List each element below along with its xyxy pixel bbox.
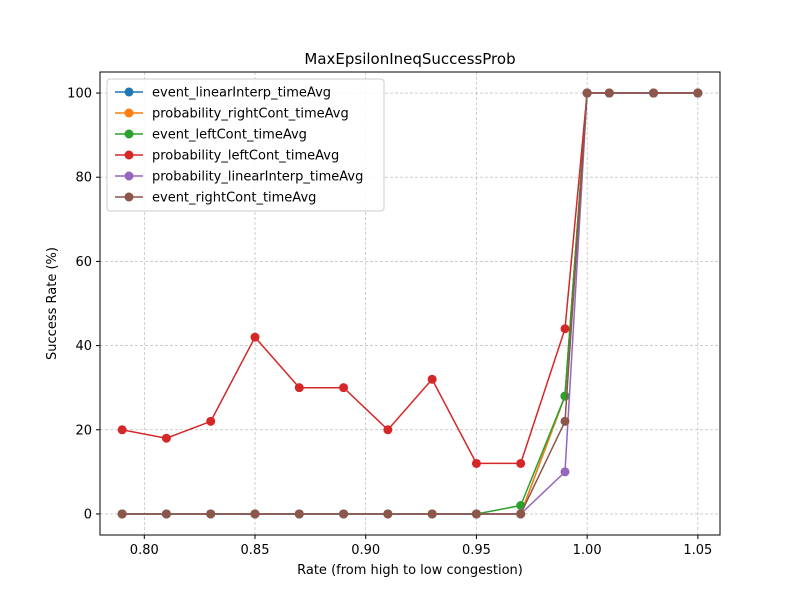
data-point xyxy=(427,374,437,384)
data-point xyxy=(582,88,592,98)
legend-label: probability_linearInterp_timeAvg xyxy=(152,170,363,185)
legend-label: event_leftCont_timeAvg xyxy=(152,128,307,143)
data-point xyxy=(250,509,260,519)
x-tick-label: 1.05 xyxy=(683,543,712,558)
legend-marker xyxy=(124,108,134,118)
data-point xyxy=(294,509,304,519)
data-point xyxy=(161,509,171,519)
x-tick-label: 0.80 xyxy=(130,543,159,558)
legend-marker xyxy=(124,87,134,97)
legend-marker xyxy=(124,171,134,181)
data-point xyxy=(117,425,127,435)
ticks: 0.80 0.85 0.90 0.95 1.00 1.05 0 20 40 60 80 100 xyxy=(67,87,712,558)
y-tick-label: 60 xyxy=(75,255,92,270)
legend-item: probability_linearInterp_timeAvg xyxy=(115,170,363,185)
data-point xyxy=(383,425,393,435)
plot-frame xyxy=(99,71,721,536)
data-point xyxy=(516,458,526,468)
legend-label: probability_leftCont_timeAvg xyxy=(152,149,339,164)
legend-marker xyxy=(124,129,134,139)
y-tick-label: 0 xyxy=(84,507,92,522)
data-point xyxy=(206,416,216,426)
data-point xyxy=(560,467,570,477)
x-tick-label: 0.85 xyxy=(241,543,270,558)
legend-item: event_leftCont_timeAvg xyxy=(115,128,307,143)
legend-label: event_linearInterp_timeAvg xyxy=(152,86,331,101)
data-point xyxy=(427,509,437,519)
data-point xyxy=(161,433,171,443)
x-tick-label: 0.95 xyxy=(462,543,491,558)
legend-box xyxy=(106,78,385,212)
legend-marker xyxy=(124,150,134,160)
data-point xyxy=(604,88,614,98)
legend-marker xyxy=(124,192,134,202)
data-point xyxy=(206,509,216,519)
data-point xyxy=(471,509,481,519)
data-point xyxy=(383,509,393,519)
data-point xyxy=(560,391,570,401)
x-axis-label: Rate (from high to low congestion) xyxy=(297,563,523,578)
y-axis-label: Success Rate (%) xyxy=(45,247,60,360)
data-point xyxy=(516,509,526,519)
legend-item: probability_leftCont_timeAvg xyxy=(115,149,339,164)
series-layer xyxy=(117,88,703,519)
legend-label: probability_rightCont_timeAvg xyxy=(152,107,349,122)
data-point xyxy=(649,88,659,98)
series-event_rightCont_timeAvg xyxy=(117,88,703,519)
chart-title: MaxEpsilonIneqSuccessProb xyxy=(304,50,515,68)
data-point xyxy=(250,332,260,342)
y-tick-label: 80 xyxy=(75,171,92,186)
legend-item: probability_rightCont_timeAvg xyxy=(115,107,349,122)
data-point xyxy=(294,383,304,393)
data-point xyxy=(339,509,349,519)
data-point xyxy=(117,509,127,519)
data-point xyxy=(339,383,349,393)
y-tick-label: 20 xyxy=(75,423,92,438)
y-tick-label: 100 xyxy=(67,87,92,102)
legend: event_linearInterp_timeAvg probability_ri… xyxy=(106,78,385,212)
data-point xyxy=(693,88,703,98)
y-tick-label: 40 xyxy=(75,339,92,354)
legend-item: event_linearInterp_timeAvg xyxy=(115,86,331,101)
data-point xyxy=(560,324,570,334)
data-point xyxy=(471,458,481,468)
legend-label: event_rightCont_timeAvg xyxy=(152,191,316,206)
x-tick-label: 1.00 xyxy=(573,543,602,558)
x-tick-label: 0.90 xyxy=(351,543,380,558)
legend-item: event_rightCont_timeAvg xyxy=(115,191,316,206)
data-point xyxy=(560,416,570,426)
